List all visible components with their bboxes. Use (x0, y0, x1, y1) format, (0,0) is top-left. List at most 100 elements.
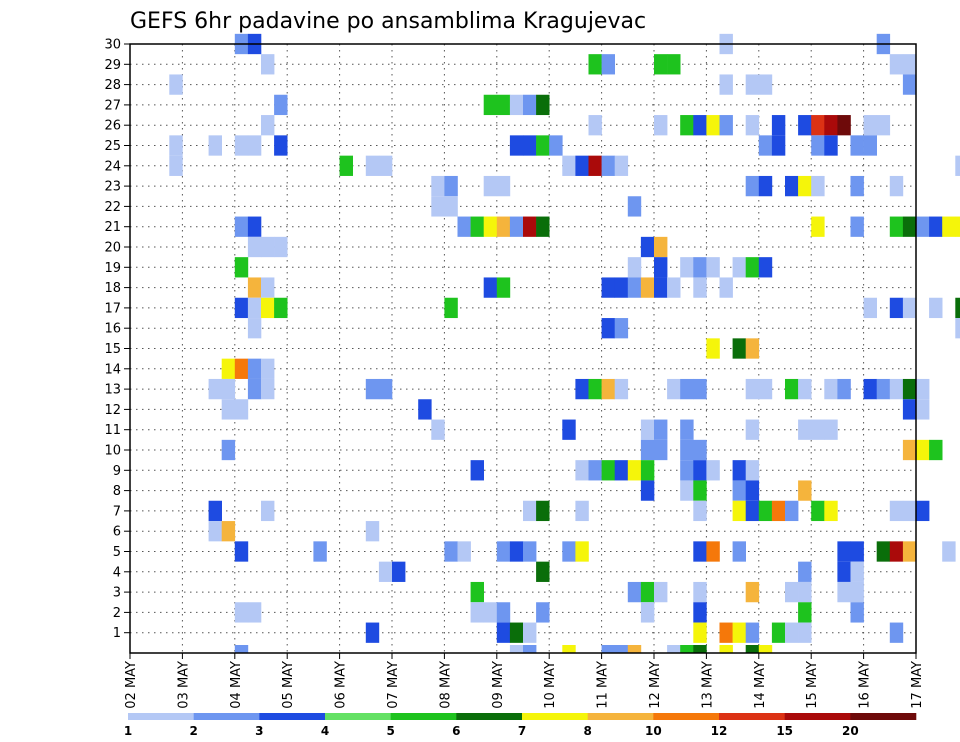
y-tick-label: 18 (104, 281, 121, 296)
heatmap-cell (955, 216, 960, 237)
heatmap-cells (169, 33, 960, 653)
heatmap-cell (680, 378, 694, 400)
heatmap-cell (261, 378, 275, 400)
heatmap-cell (798, 602, 812, 623)
heatmap-cell (876, 378, 891, 400)
heatmap-cell (247, 216, 262, 237)
heatmap-cell (889, 622, 904, 643)
legend-swatch (719, 713, 785, 720)
heatmap-cell (758, 378, 773, 400)
heatmap-cell (693, 460, 707, 481)
legend-swatch (784, 713, 851, 720)
heatmap-cell (575, 155, 589, 176)
heatmap-cell (496, 175, 511, 197)
x-tick-label: 16 MAY (858, 661, 873, 709)
heatmap-cell (614, 277, 629, 298)
x-tick-label: 09 MAY (491, 661, 506, 709)
y-tick-label: 11 (104, 423, 121, 438)
legend-label: 3 (255, 724, 263, 738)
heatmap-cell (496, 277, 511, 298)
y-tick-label: 22 (104, 200, 121, 215)
heatmap-cell (732, 541, 746, 562)
heatmap-cell (654, 257, 668, 278)
heatmap-cell (601, 318, 615, 339)
heatmap-cell (955, 297, 960, 319)
heatmap-cell (732, 480, 746, 501)
heatmap-cell (667, 277, 681, 298)
heatmap-cell (837, 115, 851, 136)
legend-label: 6 (452, 724, 460, 738)
heatmap-cell (627, 645, 642, 653)
heatmap-cell (496, 541, 511, 562)
heatmap-cell (889, 378, 904, 400)
heatmap-cell (889, 54, 904, 75)
y-tick-label: 21 (104, 220, 121, 235)
heatmap-cell (549, 135, 563, 156)
heatmap-cell (614, 378, 629, 400)
heatmap-cell (850, 581, 864, 603)
legend-label: 7 (518, 724, 526, 738)
legend-swatch (653, 713, 720, 720)
heatmap-cell (365, 155, 380, 176)
heatmap-cell (667, 645, 681, 653)
heatmap-cell (523, 135, 537, 156)
heatmap-cell (916, 399, 930, 420)
heatmap-cell (274, 236, 288, 258)
heatmap-cell (863, 378, 877, 400)
heatmap-cell (680, 115, 694, 136)
heatmap-cell (693, 541, 707, 562)
heatmap-cell (313, 541, 327, 562)
heatmap-cell (876, 115, 891, 136)
heatmap-cell (444, 196, 458, 217)
heatmap-cell (798, 115, 812, 136)
heatmap-cell (496, 622, 511, 643)
heatmap-cell (221, 439, 236, 461)
heatmap-cell (876, 541, 891, 562)
heatmap-cell (850, 541, 864, 562)
y-axis-ticks: 1234567891011121314151617181920212223242… (104, 38, 130, 641)
heatmap-cell (247, 602, 262, 623)
heatmap-cell (431, 196, 445, 217)
heatmap-cell (483, 602, 498, 623)
heatmap-cell (654, 581, 668, 603)
heatmap-cell (706, 257, 720, 278)
heatmap-cell (850, 175, 864, 197)
heatmap-cell (431, 419, 445, 440)
heatmap-cell (942, 541, 956, 562)
heatmap-cell (523, 622, 537, 643)
legend-swatch (456, 713, 523, 720)
heatmap-cell (693, 277, 707, 298)
x-tick-label: 11 MAY (596, 661, 611, 709)
heatmap-cell (234, 541, 249, 562)
heatmap-cell (798, 419, 812, 440)
x-tick-label: 13 MAY (700, 661, 715, 709)
heatmap-cell (745, 500, 760, 522)
x-tick-label: 02 MAY (124, 661, 139, 709)
heatmap-cell (523, 541, 537, 562)
heatmap-cell (614, 460, 629, 481)
heatmap-cell (418, 399, 432, 420)
y-tick-label: 7 (113, 504, 121, 519)
heatmap-cell (261, 54, 275, 75)
heatmap-cell (378, 378, 393, 400)
y-tick-label: 1 (113, 626, 121, 641)
y-tick-label: 16 (104, 322, 121, 337)
heatmap-cell (208, 135, 222, 156)
heatmap-cell (261, 297, 275, 319)
heatmap-cell (824, 135, 838, 156)
heatmap-cell (654, 115, 668, 136)
heatmap-cell (693, 602, 707, 623)
heatmap-cell (562, 419, 576, 440)
heatmap-cell (261, 500, 275, 522)
heatmap-cell (902, 54, 917, 75)
heatmap-cell (247, 358, 262, 379)
heatmap-cell (627, 460, 642, 481)
heatmap-cell (785, 500, 799, 522)
legend-label: 8 (583, 724, 591, 738)
heatmap-cell (732, 257, 746, 278)
legend-swatch (522, 713, 588, 720)
heatmap-cell (234, 257, 249, 278)
heatmap-cell (483, 277, 498, 298)
heatmap-cell (588, 54, 602, 75)
heatmap-cell (234, 399, 249, 420)
